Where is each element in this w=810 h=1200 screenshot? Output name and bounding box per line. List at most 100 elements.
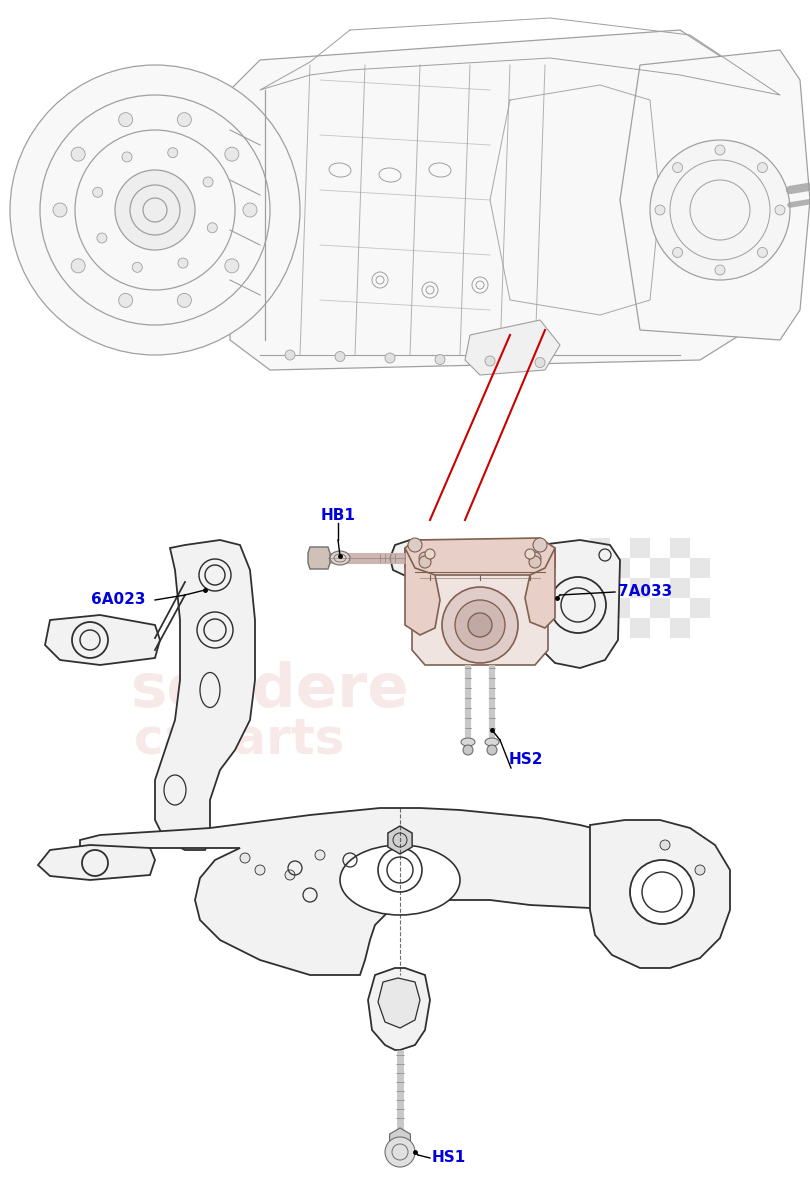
Bar xyxy=(670,618,690,638)
Circle shape xyxy=(529,552,541,564)
Circle shape xyxy=(71,148,85,161)
Circle shape xyxy=(118,113,133,127)
Circle shape xyxy=(715,145,725,155)
Circle shape xyxy=(757,162,767,173)
Circle shape xyxy=(315,850,325,860)
Bar xyxy=(590,578,610,598)
Bar xyxy=(670,538,690,558)
Circle shape xyxy=(71,259,85,272)
Circle shape xyxy=(419,552,431,564)
Circle shape xyxy=(122,152,132,162)
Circle shape xyxy=(463,745,473,755)
Circle shape xyxy=(529,556,541,568)
Circle shape xyxy=(695,865,705,875)
Polygon shape xyxy=(390,540,492,578)
Circle shape xyxy=(285,350,295,360)
Circle shape xyxy=(485,356,495,366)
Circle shape xyxy=(419,556,431,568)
Circle shape xyxy=(177,293,191,307)
Text: caparts: caparts xyxy=(134,716,346,764)
Circle shape xyxy=(92,187,103,197)
Polygon shape xyxy=(368,968,430,1050)
Circle shape xyxy=(378,848,422,892)
Bar xyxy=(690,558,710,578)
Text: soudere: soudere xyxy=(130,660,409,720)
Polygon shape xyxy=(535,540,620,668)
Circle shape xyxy=(533,538,547,552)
Bar xyxy=(670,578,690,598)
Circle shape xyxy=(455,600,505,650)
Ellipse shape xyxy=(461,738,475,746)
Bar xyxy=(690,598,710,618)
Circle shape xyxy=(97,233,107,242)
Circle shape xyxy=(10,65,300,355)
Circle shape xyxy=(178,258,188,268)
Text: 7A033: 7A033 xyxy=(618,584,672,600)
Text: HS1: HS1 xyxy=(432,1151,467,1165)
Polygon shape xyxy=(80,808,720,974)
Circle shape xyxy=(225,148,239,161)
Circle shape xyxy=(775,205,785,215)
Bar xyxy=(610,598,630,618)
Circle shape xyxy=(53,203,67,217)
Circle shape xyxy=(203,178,213,187)
Polygon shape xyxy=(620,50,810,340)
Polygon shape xyxy=(155,540,255,850)
Polygon shape xyxy=(388,826,412,854)
Circle shape xyxy=(243,203,257,217)
Ellipse shape xyxy=(340,845,460,914)
Circle shape xyxy=(468,613,492,637)
Circle shape xyxy=(425,550,435,559)
Circle shape xyxy=(118,293,133,307)
Bar xyxy=(630,538,650,558)
Bar xyxy=(650,558,670,578)
Circle shape xyxy=(408,538,422,552)
Circle shape xyxy=(672,162,683,173)
Circle shape xyxy=(132,263,143,272)
Circle shape xyxy=(435,354,445,365)
Text: HS2: HS2 xyxy=(509,752,544,768)
Circle shape xyxy=(115,170,195,250)
Circle shape xyxy=(255,865,265,875)
Polygon shape xyxy=(405,548,440,635)
Circle shape xyxy=(715,265,725,275)
Bar xyxy=(630,578,650,598)
Circle shape xyxy=(487,745,497,755)
Polygon shape xyxy=(590,820,730,968)
Text: 6A023: 6A023 xyxy=(91,593,145,607)
Circle shape xyxy=(672,247,683,258)
Circle shape xyxy=(285,870,295,880)
Polygon shape xyxy=(390,1128,411,1152)
Polygon shape xyxy=(405,538,555,575)
Circle shape xyxy=(757,247,767,258)
Circle shape xyxy=(335,352,345,361)
Circle shape xyxy=(442,587,518,662)
Polygon shape xyxy=(308,547,330,569)
Circle shape xyxy=(385,1138,415,1166)
Polygon shape xyxy=(230,30,780,370)
Polygon shape xyxy=(378,978,420,1028)
Ellipse shape xyxy=(330,551,350,565)
Text: HB1: HB1 xyxy=(321,508,356,522)
Circle shape xyxy=(630,860,694,924)
Circle shape xyxy=(525,550,535,559)
Circle shape xyxy=(655,205,665,215)
Bar xyxy=(630,618,650,638)
Polygon shape xyxy=(412,572,548,665)
Polygon shape xyxy=(45,614,160,665)
Bar xyxy=(650,598,670,618)
Ellipse shape xyxy=(485,738,499,746)
Polygon shape xyxy=(38,845,155,880)
Circle shape xyxy=(240,853,250,863)
Bar xyxy=(610,558,630,578)
Circle shape xyxy=(535,358,545,367)
Circle shape xyxy=(660,840,670,850)
Polygon shape xyxy=(525,548,555,628)
Circle shape xyxy=(177,113,191,127)
Circle shape xyxy=(207,223,217,233)
Circle shape xyxy=(168,148,177,157)
Polygon shape xyxy=(465,320,560,374)
Circle shape xyxy=(225,259,239,272)
Circle shape xyxy=(385,353,395,362)
Bar xyxy=(590,618,610,638)
